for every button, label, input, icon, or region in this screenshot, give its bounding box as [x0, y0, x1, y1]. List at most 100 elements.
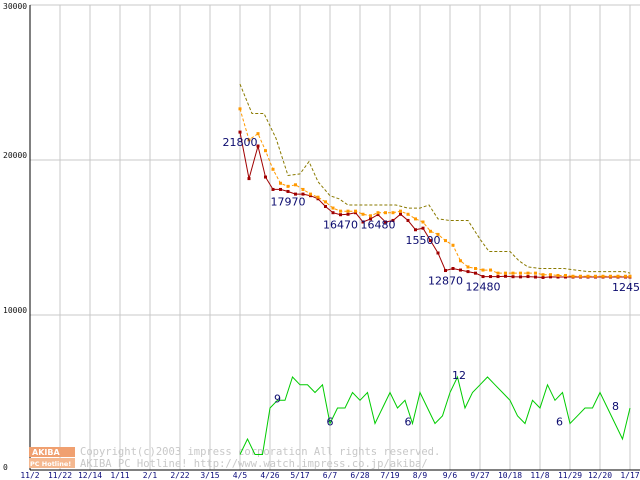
data-point-average	[519, 271, 522, 275]
y-axis-ticks: 0 10000 20000 30000	[3, 2, 27, 472]
x-tick-label: 10/18	[498, 471, 522, 480]
data-point-min	[481, 275, 485, 279]
data-point-average	[571, 274, 575, 278]
data-point-average	[436, 232, 440, 236]
data-point-min	[309, 194, 312, 198]
akiba-logo: AKIBA PC Hotline!	[29, 447, 75, 468]
data-point-average	[238, 107, 242, 111]
data-point-min	[466, 270, 470, 274]
data-point-min	[316, 197, 320, 201]
data-point-min	[556, 275, 560, 279]
data-point-average	[579, 274, 582, 278]
data-label: 12870	[428, 275, 463, 288]
data-label: 12	[452, 369, 466, 382]
data-point-min	[331, 211, 335, 215]
data-point-average	[421, 220, 425, 224]
logo-bottom-text: PC Hotline!	[30, 460, 71, 468]
data-label: 15500	[406, 234, 441, 247]
data-point-average	[286, 184, 290, 188]
data-point-average	[594, 274, 597, 278]
data-point-average	[294, 183, 297, 187]
data-point-average	[331, 206, 335, 210]
data-point-min	[271, 187, 275, 191]
data-point-average	[376, 211, 380, 215]
x-tick-label: 11/2	[20, 471, 39, 480]
data-point-min	[474, 271, 477, 275]
data-point-average	[309, 192, 312, 196]
data-point-average	[451, 243, 455, 247]
data-point-average	[339, 209, 342, 213]
data-point-min	[286, 189, 290, 193]
x-axis-ticks: 11/2 11/22 12/14 1/11 2/1 2/22 3/15 4/5 4/26 5/17…	[20, 471, 639, 480]
series-layer	[238, 83, 632, 455]
data-point-min	[414, 228, 417, 232]
data-point-min	[256, 144, 260, 148]
series-line-max	[239, 83, 631, 274]
data-point-min	[459, 268, 462, 272]
data-point-average	[504, 271, 507, 275]
x-tick-label: 11/8	[530, 471, 549, 480]
data-point-average	[549, 273, 552, 277]
x-tick-label: 4/26	[260, 471, 279, 480]
data-point-min	[541, 275, 545, 279]
data-point-min	[354, 211, 357, 215]
x-tick-label: 9/6	[443, 471, 458, 480]
data-point-average	[399, 209, 402, 213]
data-point-average	[429, 229, 432, 233]
data-point-min	[436, 251, 440, 255]
data-label: 16470	[323, 219, 358, 232]
y-tick-label: 0	[3, 463, 8, 472]
data-point-average	[496, 271, 500, 275]
data-point-min	[564, 275, 567, 279]
data-point-average	[616, 274, 620, 278]
data-point-min	[526, 275, 530, 279]
data-point-average	[256, 132, 260, 136]
data-point-min	[339, 213, 342, 217]
data-point-min	[406, 218, 410, 222]
data-point-min	[384, 220, 387, 224]
x-tick-label: 5/17	[290, 471, 309, 480]
data-point-average	[556, 273, 560, 277]
y-tick-label: 30000	[3, 2, 27, 11]
data-point-average	[564, 273, 567, 277]
data-point-average	[316, 195, 320, 199]
data-point-average	[369, 214, 372, 218]
data-point-average	[541, 273, 545, 277]
data-point-min	[238, 130, 242, 134]
data-point-average	[474, 267, 477, 270]
data-label: 16480	[361, 219, 396, 232]
data-point-average	[324, 200, 327, 204]
data-point-min	[519, 275, 522, 279]
logo-top-text: AKIBA	[32, 448, 60, 457]
data-point-average	[264, 149, 267, 153]
x-tick-label: 2/22	[170, 471, 189, 480]
data-point-average	[534, 271, 537, 275]
x-tick-label: 12/14	[78, 471, 102, 480]
x-tick-label: 11/29	[558, 471, 582, 480]
data-label: 12450	[612, 281, 640, 294]
x-tick-label: 6/28	[350, 471, 369, 480]
data-point-min	[489, 275, 492, 279]
data-point-average	[391, 211, 395, 215]
data-point-min	[264, 175, 267, 179]
data-point-average	[361, 212, 365, 216]
x-tick-label: 8/9	[413, 471, 428, 480]
axes	[29, 5, 640, 471]
data-point-average	[601, 274, 605, 278]
data-point-average	[271, 167, 275, 171]
grid-lines	[29, 4, 640, 471]
data-point-min	[511, 275, 515, 279]
data-label: 9	[274, 392, 281, 405]
x-tick-label: 11/22	[48, 471, 72, 480]
data-point-min	[301, 192, 305, 196]
data-point-min	[444, 269, 447, 273]
data-point-min	[361, 220, 365, 224]
data-label: 6	[327, 416, 334, 429]
watermark: AKIBA PC Hotline! Copyright(c)2003 impre…	[29, 446, 440, 470]
data-label: 21800	[223, 136, 258, 149]
x-tick-label: 6/7	[323, 471, 338, 480]
x-tick-label: 12/20	[588, 471, 612, 480]
data-point-average	[279, 181, 282, 185]
